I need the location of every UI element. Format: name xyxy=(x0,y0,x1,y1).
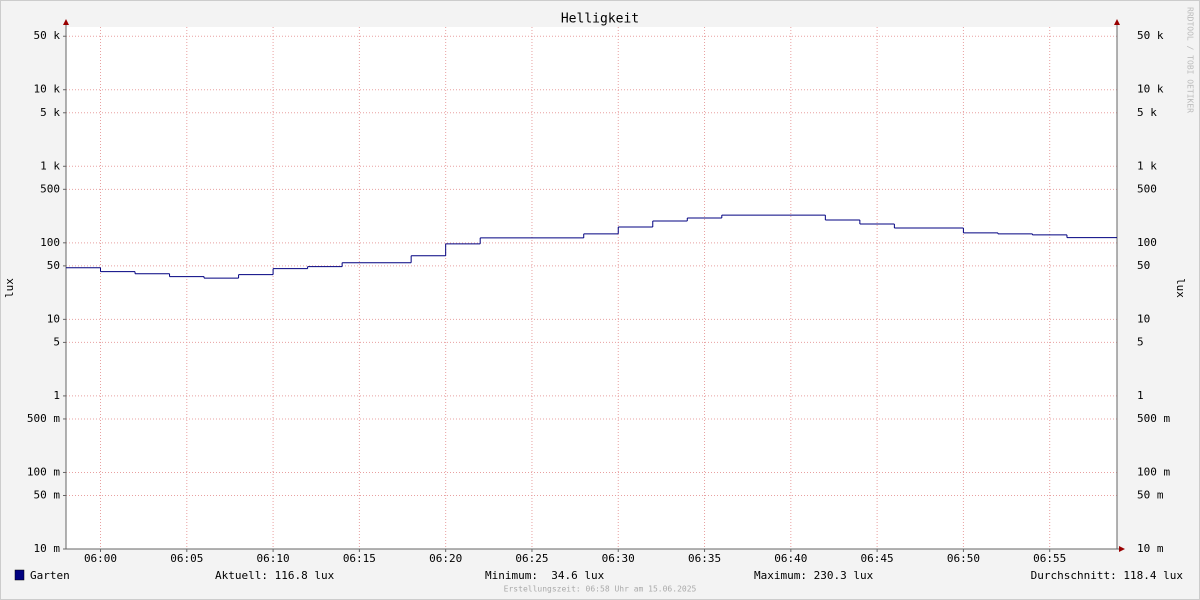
y2-tick-label: 50 k xyxy=(1137,29,1164,42)
chart-title: Helligkeit xyxy=(561,12,639,27)
y-tick-label: 1 k xyxy=(40,159,60,172)
x-tick-label: 06:50 xyxy=(947,552,980,565)
x-tick-label: 06:40 xyxy=(774,552,807,565)
x-tick-label: 06:45 xyxy=(861,552,894,565)
y-tick-label: 500 m xyxy=(27,412,60,425)
axis-arrow xyxy=(63,19,69,25)
y2-tick-label: 100 xyxy=(1137,236,1157,249)
footer: Erstellungszeit: 06:58 Uhr am 15.06.2025 xyxy=(504,585,697,594)
y2-tick-label: 1 xyxy=(1137,389,1144,402)
y2-tick-label: 1 k xyxy=(1137,159,1157,172)
y-tick-label: 10 k xyxy=(34,83,61,96)
y-tick-label: 10 xyxy=(47,312,60,325)
y2-tick-label: 50 m xyxy=(1137,488,1164,501)
x-tick-label: 06:30 xyxy=(602,552,635,565)
y2-tick-label: 100 m xyxy=(1137,465,1170,478)
y-tick-label: 10 m xyxy=(34,542,61,555)
watermark: RRDTOOL / TOBI OETIKER xyxy=(1186,7,1195,113)
y2-axis-label: lux xyxy=(1174,278,1187,298)
legend-label: Garten xyxy=(30,569,70,582)
x-tick-label: 06:35 xyxy=(688,552,721,565)
y-tick-label: 5 xyxy=(53,335,60,348)
y2-tick-label: 500 xyxy=(1137,182,1157,195)
x-tick-label: 06:25 xyxy=(515,552,548,565)
legend-stat: Maximum: 230.3 lux xyxy=(754,569,874,582)
x-tick-label: 06:55 xyxy=(1033,552,1066,565)
y-axis-label: lux xyxy=(3,278,16,298)
legend-swatch xyxy=(14,569,25,581)
y2-tick-label: 5 xyxy=(1137,335,1144,348)
y-tick-label: 100 m xyxy=(27,465,60,478)
y2-tick-label: 500 m xyxy=(1137,412,1170,425)
y2-tick-label: 10 m xyxy=(1137,542,1164,555)
y2-tick-label: 5 k xyxy=(1137,106,1157,119)
y-tick-label: 1 xyxy=(53,389,60,402)
y2-tick-label: 50 xyxy=(1137,259,1150,272)
y-tick-label: 100 xyxy=(40,236,60,249)
axis-arrow xyxy=(1119,546,1125,552)
axis-arrow xyxy=(1114,19,1120,25)
x-tick-label: 06:00 xyxy=(84,552,117,565)
x-tick-label: 06:15 xyxy=(343,552,376,565)
y2-tick-label: 10 xyxy=(1137,312,1150,325)
y2-tick-label: 10 k xyxy=(1137,83,1164,96)
legend-stat: Aktuell: 116.8 lux xyxy=(215,569,335,582)
x-tick-label: 06:20 xyxy=(429,552,462,565)
y-tick-label: 500 xyxy=(40,182,60,195)
y-tick-label: 50 xyxy=(47,259,60,272)
legend-stat: Durchschnitt: 118.4 lux xyxy=(1031,569,1184,582)
y-tick-label: 50 m xyxy=(34,488,61,501)
plot-area xyxy=(66,27,1117,549)
x-tick-label: 06:05 xyxy=(170,552,203,565)
y-tick-label: 50 k xyxy=(34,29,61,42)
legend-stat: Minimum: 34.6 lux xyxy=(485,569,605,582)
y-tick-label: 5 k xyxy=(40,106,60,119)
x-tick-label: 06:10 xyxy=(257,552,290,565)
